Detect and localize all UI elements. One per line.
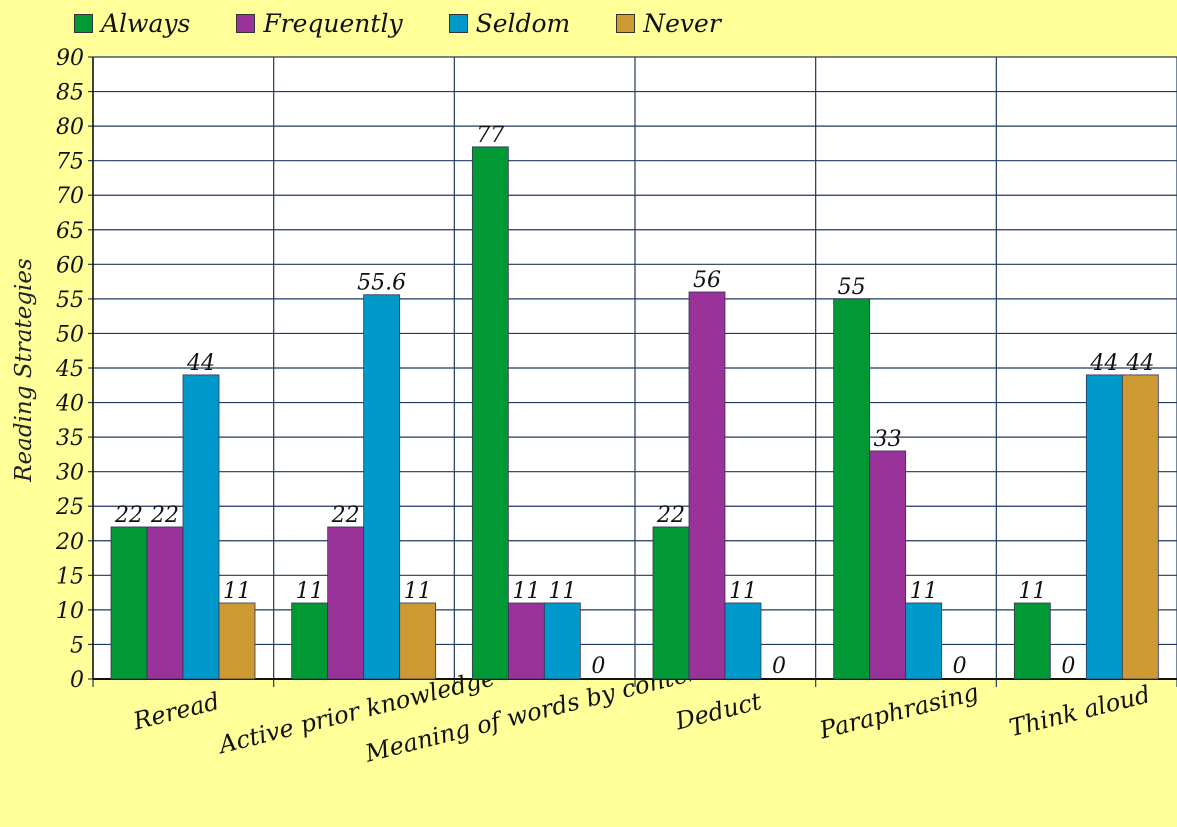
y-tick-label: 35: [56, 426, 84, 451]
data-label: 0: [1061, 654, 1075, 679]
bar: [291, 602, 329, 680]
y-tick-label: 20: [55, 530, 84, 555]
data-label: 22: [331, 503, 360, 528]
x-tick-label: Think aloud: [1006, 680, 1153, 742]
data-label: 0: [772, 654, 786, 679]
y-tick-label: 70: [56, 184, 84, 209]
y-tick-label: 45: [55, 357, 84, 382]
bar: [146, 526, 184, 680]
y-tick-label: 15: [56, 564, 84, 589]
data-label: 44: [1089, 351, 1118, 376]
y-tick-label: 90: [56, 46, 84, 71]
x-tick-label: Deduct: [672, 687, 765, 736]
y-tick-label: 30: [56, 461, 84, 486]
data-label: 11: [729, 579, 757, 604]
bar: [724, 602, 762, 680]
bar: [905, 602, 943, 680]
y-tick-label: 10: [56, 599, 84, 624]
legend-label-always: Always: [101, 8, 191, 38]
bar: [1121, 374, 1159, 680]
x-tick-label: Paraphrasing: [816, 678, 981, 745]
bar: [182, 374, 220, 680]
bar: [652, 526, 690, 680]
bar: [471, 146, 509, 680]
legend-label-never: Never: [643, 8, 721, 38]
legend-swatch-seldom: [448, 13, 468, 33]
data-label: 11: [404, 579, 432, 604]
legend-swatch-never: [616, 13, 636, 33]
legend-item-frequently: Frequently: [236, 8, 403, 38]
y-tick-label: 65: [56, 219, 84, 244]
data-label: 11: [1018, 579, 1046, 604]
legend-item-always: Always: [74, 9, 190, 38]
data-label: 11: [512, 579, 540, 604]
legend-swatch-frequently: [236, 13, 256, 33]
x-tick-label: Reread: [130, 687, 223, 736]
data-label: 55: [838, 275, 866, 300]
bar: [363, 294, 401, 680]
y-tick-label: 5: [70, 633, 84, 658]
y-tick-label: 75: [56, 150, 84, 175]
data-label: 33: [874, 427, 902, 452]
bar: [218, 602, 256, 680]
bar: [507, 602, 545, 680]
y-tick-label: 50: [56, 322, 84, 347]
data-label: 11: [223, 579, 251, 604]
data-label: 44: [1125, 351, 1154, 376]
bar: [688, 291, 726, 680]
data-label: 22: [114, 503, 143, 528]
y-tick-label: 55: [56, 288, 84, 313]
bar: [833, 298, 871, 680]
y-tick-label: 60: [56, 253, 84, 278]
bar: [1013, 602, 1051, 680]
y-tick-label: 0: [70, 668, 84, 693]
data-label: 11: [548, 579, 576, 604]
data-label: 22: [150, 503, 179, 528]
legend-swatch-always: [74, 13, 93, 33]
data-label: 0: [591, 654, 605, 679]
data-label: 11: [910, 579, 938, 604]
legend-item-never: Never: [616, 9, 721, 38]
bar: [1085, 374, 1123, 680]
y-tick-label: 85: [56, 81, 84, 106]
legend-item-seldom: Seldom: [448, 8, 571, 38]
legend-label-frequently: Frequently: [263, 8, 403, 38]
y-tick-label: 40: [55, 392, 84, 417]
data-label: 77: [476, 123, 504, 148]
bar: [869, 450, 907, 680]
legend: Always Frequently Seldom Never: [74, 6, 767, 40]
data-label: 44: [186, 351, 215, 376]
y-tick-label: 80: [56, 115, 84, 140]
data-label: 0: [953, 654, 967, 679]
bar: [327, 526, 365, 680]
y-tick-label: 25: [55, 495, 84, 520]
bar: [543, 602, 581, 680]
data-label: 11: [296, 579, 324, 604]
data-label: 55.6: [357, 271, 406, 296]
bar: [110, 526, 148, 680]
legend-label-seldom: Seldom: [475, 8, 571, 38]
data-label: 22: [656, 503, 685, 528]
bar: [399, 602, 437, 680]
data-label: 56: [693, 268, 721, 293]
